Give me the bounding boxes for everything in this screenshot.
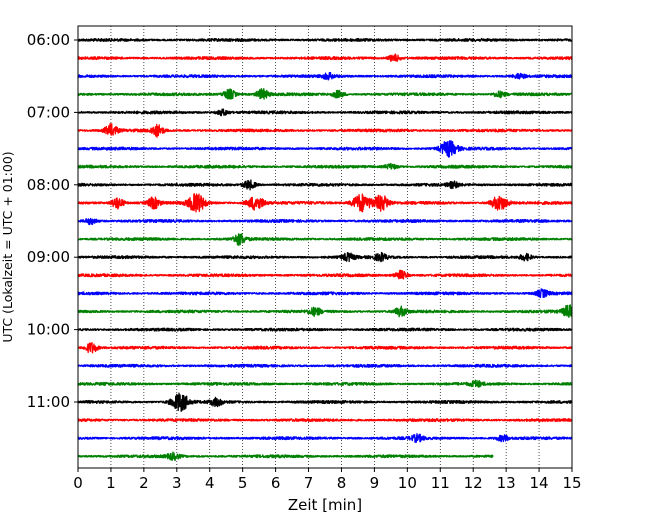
trace-0630 [77,71,573,81]
y-axis-ticks: 06:00 07:00 08:00 09:00 10:00 11:00 [27,31,78,411]
trace-0930 [77,288,573,299]
trace-1015 [77,341,573,354]
trace-0745 [77,162,573,170]
x-tick-label: 0 [73,474,83,492]
trace-1115 [77,418,573,423]
seismogram-traces [77,37,573,461]
y-tick-label: 08:00 [27,176,70,194]
trace-0615 [77,53,573,62]
x-tick-label: 12 [464,474,483,492]
trace-0800 [77,179,573,191]
x-tick-label: 1 [106,474,116,492]
trace-1030 [77,363,573,368]
plot-area [78,26,572,468]
x-tick-label: 11 [431,474,450,492]
trace-1130 [77,433,573,443]
x-tick-label: 7 [304,474,314,492]
x-tick-label: 4 [205,474,215,492]
trace-0900 [77,251,573,263]
x-tick-label: 2 [139,474,149,492]
x-tick-label: 10 [398,474,417,492]
x-tick-label: 8 [337,474,347,492]
trace-1145 [77,451,494,461]
y-tick-label: 09:00 [27,248,70,266]
trace-0915 [77,269,573,280]
y-tick-label: 11:00 [27,393,70,411]
plot-frame [77,25,573,469]
x-tick-label: 13 [497,474,516,492]
trace-0730 [77,140,573,158]
y-axis-label: UTC (Lokalzeit = UTC + 01:00) [0,151,15,342]
x-tick-label: 14 [530,474,549,492]
x-tick-label: 6 [271,474,281,492]
trace-0715 [77,123,573,138]
trace-1000 [77,327,573,332]
x-axis-ticks: 0 1 2 3 4 5 6 7 8 9 10 11 12 13 14 15 [73,468,582,492]
x-tick-label: 15 [562,474,581,492]
trace-0815 [77,193,573,213]
x-tick-label: 3 [172,474,182,492]
x-tick-label: 9 [370,474,380,492]
trace-0645 [77,88,573,100]
x-tick-label: 5 [238,474,248,492]
y-tick-label: 06:00 [27,31,70,49]
trace-0945 [77,304,573,318]
trace-1045 [77,379,573,388]
x-axis-label: Zeit [min] [288,496,362,514]
trace-0600 [77,37,573,43]
y-tick-label: 07:00 [27,103,70,121]
trace-0845 [77,233,573,247]
trace-0830 [77,217,573,226]
trace-0700 [77,108,573,117]
trace-1100 [77,392,573,413]
y-tick-label: 10:00 [27,321,70,339]
